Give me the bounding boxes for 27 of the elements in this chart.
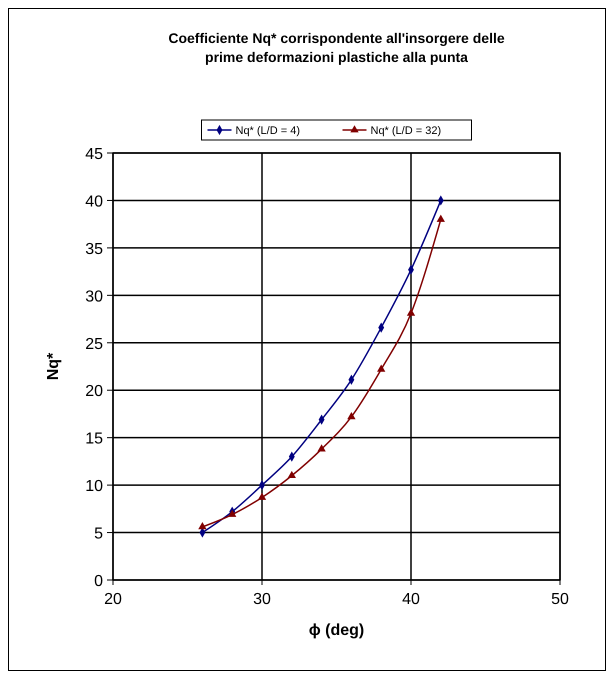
legend-label: Nq* (L/D = 4) — [236, 125, 300, 137]
chart-title: Coefficiente Nq* corrispondente all'insorgere delle prime deformazioni plastiche alla punta — [168, 30, 505, 65]
point — [436, 214, 445, 222]
y-tick-label: 40 — [85, 193, 104, 210]
y-tick-label: 0 — [94, 573, 104, 590]
point — [347, 412, 356, 420]
y-tick-label: 25 — [85, 336, 104, 353]
point — [288, 470, 296, 478]
legend-label: Nq* (L/D = 32) — [370, 125, 442, 137]
point — [198, 522, 207, 530]
x-tick-label: 30 — [253, 591, 271, 608]
y-tick-label: 5 — [94, 526, 104, 543]
y-tick-label: 20 — [85, 383, 104, 400]
x-tick-label: 40 — [402, 591, 420, 608]
y-tick-label: 30 — [85, 288, 104, 306]
point — [258, 492, 266, 500]
y-tick-label: 45 — [85, 146, 104, 163]
y-tick-label: 15 — [85, 430, 104, 448]
x-axis-title: ϕ (deg) — [308, 622, 364, 639]
point — [377, 364, 386, 372]
x-tick-label: 50 — [551, 591, 569, 608]
point — [317, 444, 326, 452]
point — [406, 308, 416, 316]
y-axis-title: Nq* — [45, 352, 62, 380]
point — [228, 510, 236, 517]
y-tick-label: 10 — [85, 478, 104, 496]
y-tick-label: 35 — [85, 240, 104, 258]
